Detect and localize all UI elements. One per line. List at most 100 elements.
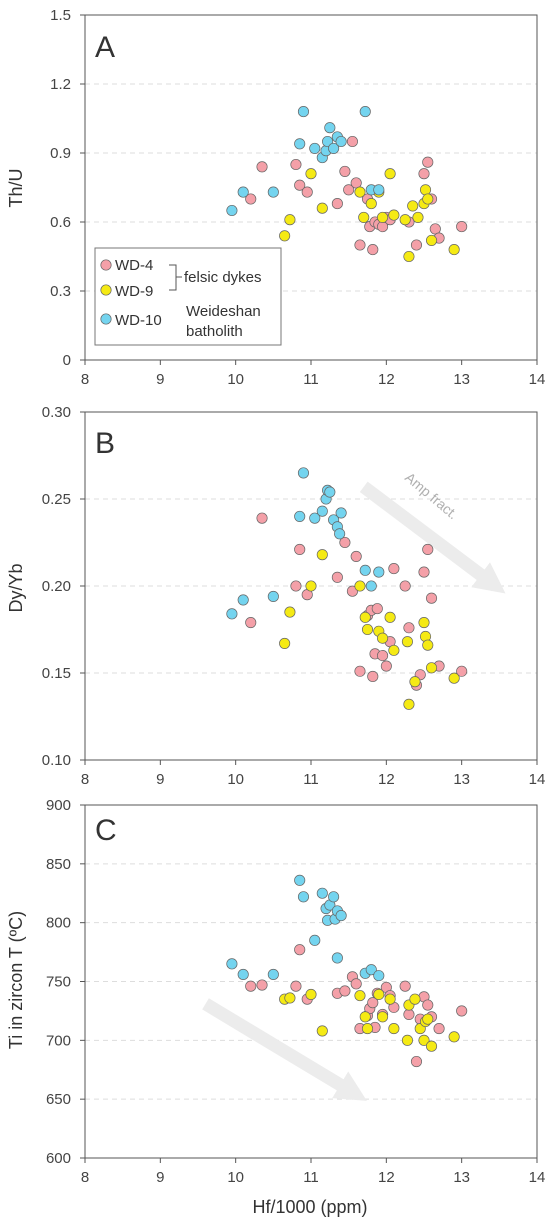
wd4-data-point [339,985,351,997]
wd9-data-point [361,623,374,636]
wd9-data-point [284,606,296,618]
wd4-data-point [433,1023,445,1035]
wd9-data-point [388,644,400,656]
wd4-data-point [388,563,400,575]
x-axis-title: Hf/1000 (ppm) [252,1197,367,1217]
wd9-data-point [354,580,366,592]
panel-a-x-tick-label: 11 [303,371,319,388]
wd4-data-point [367,997,379,1009]
wd10-data-point [328,891,340,903]
wd4-data-point [380,660,392,672]
wd4-data-point [256,161,268,173]
wd4-data-point [290,980,302,992]
panel-c-x-tick-labels: 8 9 10 11 12 13 14 [81,1158,545,1186]
wd9-data-point [422,1013,434,1025]
wd10-data-point [294,138,306,150]
panel-a-x-tick-label: 12 [378,371,395,388]
panel-b-y-tick-label: 0.25 [42,491,71,508]
wd9-data-point [284,214,296,226]
wd10-data-point [267,186,279,198]
panel-b-y-tick-label: 0.30 [42,404,71,421]
wd9-data-point [388,1023,400,1035]
panel-b-x-tick-label: 9 [156,771,164,788]
panel-b-y-tick-labels: 0.10 0.15 0.20 0.25 0.30 [42,404,85,769]
panel-a-x-tick-label: 13 [453,371,470,388]
panel-b: 0.10 0.15 0.20 0.25 0.30 8 9 10 11 12 13 14 B Dy/Y… [6,404,545,788]
panel-a-letter: A [95,31,115,64]
wd4-data-point [354,665,366,677]
wd9-data-point [316,1025,328,1037]
wd10-data-point [309,934,321,946]
legend-group-batholith-line1: Weideshan [186,303,261,320]
wd9-data-point [377,632,389,644]
panel-c-y-tick-label: 900 [46,797,71,814]
panel-a-x-tick-label: 9 [156,371,164,388]
wd4-data-point [418,566,430,578]
wd9-data-point [409,993,421,1005]
panel-c-x-tick-label: 12 [378,1169,395,1186]
wd9-data-point [407,200,419,212]
wd10-data-point [237,594,249,606]
wd10-data-point [365,964,377,976]
wd4-data-point [425,592,438,604]
wd10-data-point [331,952,343,964]
panel-a-x-tick-labels: 8 9 10 11 12 13 14 [81,360,546,388]
wd9-data-point [354,186,366,198]
wd9-data-point [305,168,317,180]
wd9-data-point [422,639,434,651]
wd9-data-point [401,1034,413,1046]
panel-c-x-tick-label: 9 [156,1169,164,1186]
panel-c-y-tick-label: 700 [46,1032,71,1049]
wd4-data-point [354,239,366,251]
wd10-data-point [335,507,347,519]
wd4-data-point [245,980,257,992]
legend-group-felsic-dykes: felsic dykes [184,269,262,286]
wd4-data-point [350,550,362,562]
wd9-data-point [418,1034,430,1046]
wd4-data-point [422,156,434,168]
wd4-data-point [403,622,415,634]
wd10-data-point [365,580,377,592]
wd4-data-point [422,543,434,556]
wd4-data-point [301,186,313,198]
panel-c-y-tick-labels: 600 650 700 750 800 850 900 [46,797,85,1167]
panel-c-data-points [226,874,468,1068]
wd10-data-point [324,122,336,134]
wd4-data-point [290,158,302,171]
wd9-data-point [373,988,385,1000]
wd9-data-point [384,611,396,623]
panel-c-gridlines [85,863,537,1100]
legend-marker-wd4 [100,259,112,271]
panel-a-x-tick-label: 14 [529,371,546,388]
wd9-data-point [448,672,460,684]
wd9-data-point [358,211,370,223]
wd4-data-point [367,244,379,256]
panel-b-y-tick-label: 0.10 [42,752,71,769]
wd9-data-point [409,676,421,688]
panel-b-x-tick-label: 8 [81,771,89,788]
panel-c-y-tick-label: 850 [46,856,71,873]
panel-c-letter: C [95,814,117,847]
wd9-data-point [361,1023,374,1035]
wd10-data-point [335,910,347,922]
panel-b-y-tick-label: 0.20 [42,578,71,595]
wd4-data-point [339,536,351,549]
panel-a-y-tick-label: 0.3 [50,283,71,300]
panel-b-x-tick-label: 11 [303,771,319,788]
wd4-data-point [343,184,355,196]
panel-c-x-tick-label: 11 [303,1169,319,1186]
panel-a-y-tick-label: 1.2 [50,76,71,93]
panel-a-y-tick-label: 0 [63,352,71,369]
wd4-data-point [294,543,306,556]
wd9-data-point [425,662,438,674]
wd10-data-point [309,142,321,154]
wd10-data-point [373,184,385,196]
legend-label-wd4: WD-4 [115,257,153,274]
wd4-data-point [245,193,257,205]
wd9-data-point [448,244,460,256]
wd9-data-point [425,1040,438,1052]
panel-c-y-tick-label: 600 [46,1150,71,1167]
panel-a-data-points [226,106,468,263]
wd10-data-point [359,564,371,576]
